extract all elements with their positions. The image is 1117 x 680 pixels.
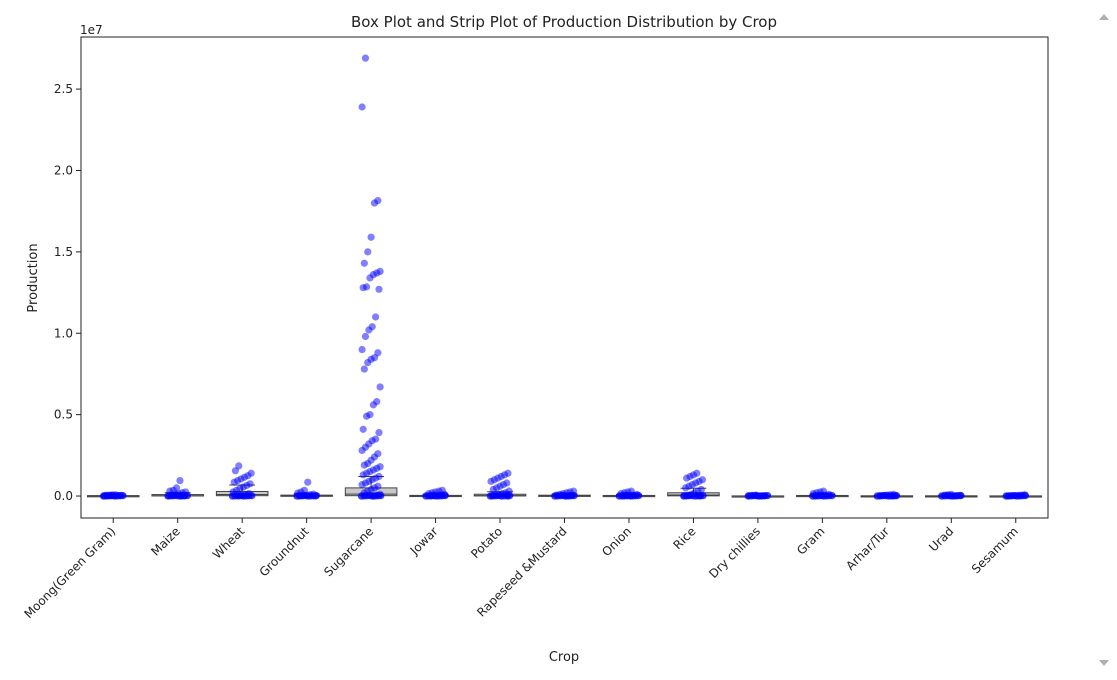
data-point xyxy=(360,365,368,373)
data-point xyxy=(364,248,372,256)
scroll-up-icon[interactable] xyxy=(1099,14,1109,20)
data-point xyxy=(312,492,320,500)
data-point xyxy=(699,492,707,500)
data-point xyxy=(300,486,308,494)
data-point xyxy=(374,349,382,357)
data-point xyxy=(172,484,181,492)
x-tick-label: Jowar xyxy=(407,524,441,558)
data-point xyxy=(376,383,384,391)
data-point xyxy=(375,285,383,293)
data-point xyxy=(693,469,701,477)
data-point xyxy=(119,492,127,500)
data-point xyxy=(246,480,254,488)
data-point xyxy=(358,345,366,354)
data-point xyxy=(361,332,370,341)
data-point xyxy=(361,54,370,62)
y-tick-label: 0.0 xyxy=(54,489,73,503)
x-tick-label: Sugarcane xyxy=(321,524,376,579)
x-tick-label: Onion xyxy=(599,524,634,559)
x-tick-label: Urad xyxy=(926,524,956,554)
chart-title: Box Plot and Strip Plot of Production Di… xyxy=(351,13,777,31)
data-point xyxy=(374,450,382,458)
data-point xyxy=(374,196,382,205)
x-tick-label: Gram xyxy=(794,524,827,557)
data-point xyxy=(374,482,382,490)
data-point xyxy=(183,492,191,500)
data-point xyxy=(375,472,383,481)
x-tick-label: Dry chillies xyxy=(706,524,763,581)
data-point xyxy=(1021,492,1030,500)
data-point xyxy=(366,411,374,419)
x-tick-label: Wheat xyxy=(210,524,248,562)
data-point xyxy=(372,313,380,321)
data-point xyxy=(763,492,772,500)
data-point xyxy=(376,463,384,471)
data-point xyxy=(375,428,383,437)
data-point xyxy=(372,435,380,443)
data-point xyxy=(828,492,836,500)
data-point xyxy=(892,492,901,500)
x-tick-label: Arhar/Tur xyxy=(843,524,892,573)
data-point xyxy=(698,476,707,484)
data-point xyxy=(377,492,385,500)
x-tick-label: Groundnut xyxy=(257,524,312,579)
x-tick-label: Maize xyxy=(148,524,182,558)
data-point xyxy=(248,492,256,500)
y-offset-label: 1e7 xyxy=(80,23,103,37)
data-point xyxy=(503,479,511,487)
data-point xyxy=(367,233,375,241)
y-tick-label: 0.5 xyxy=(54,408,73,422)
y-tick-label: 1.0 xyxy=(54,326,73,340)
data-point xyxy=(304,478,312,486)
data-point xyxy=(506,492,514,500)
x-tick-label: Potato xyxy=(468,524,505,561)
data-point xyxy=(441,492,449,500)
data-point xyxy=(247,469,255,477)
data-point xyxy=(635,492,643,500)
plot-frame xyxy=(80,36,1049,519)
data-point xyxy=(362,283,371,291)
data-point xyxy=(358,103,366,111)
x-tick-label: Rice xyxy=(671,524,699,552)
data-point xyxy=(697,485,705,494)
x-tick-label: Moong(Green Gram) xyxy=(21,524,118,621)
data-point xyxy=(359,425,367,433)
data-point xyxy=(570,492,578,500)
scroll-down-icon[interactable] xyxy=(1099,660,1109,666)
data-point xyxy=(373,398,381,406)
data-point xyxy=(438,486,446,494)
y-tick-label: 1.5 xyxy=(54,245,73,259)
data-point xyxy=(376,267,384,275)
y-tick-label: 2.5 xyxy=(54,82,73,96)
data-point xyxy=(957,492,965,500)
x-tick-label: Sesamum xyxy=(969,524,1021,576)
x-axis-label: Crop xyxy=(549,650,579,665)
y-axis-label: Production xyxy=(26,243,41,312)
data-point xyxy=(504,469,512,477)
data-point xyxy=(235,462,243,470)
data-point xyxy=(176,476,184,485)
data-point xyxy=(368,323,376,331)
data-point xyxy=(360,259,368,267)
y-tick-label: 2.0 xyxy=(54,163,73,177)
